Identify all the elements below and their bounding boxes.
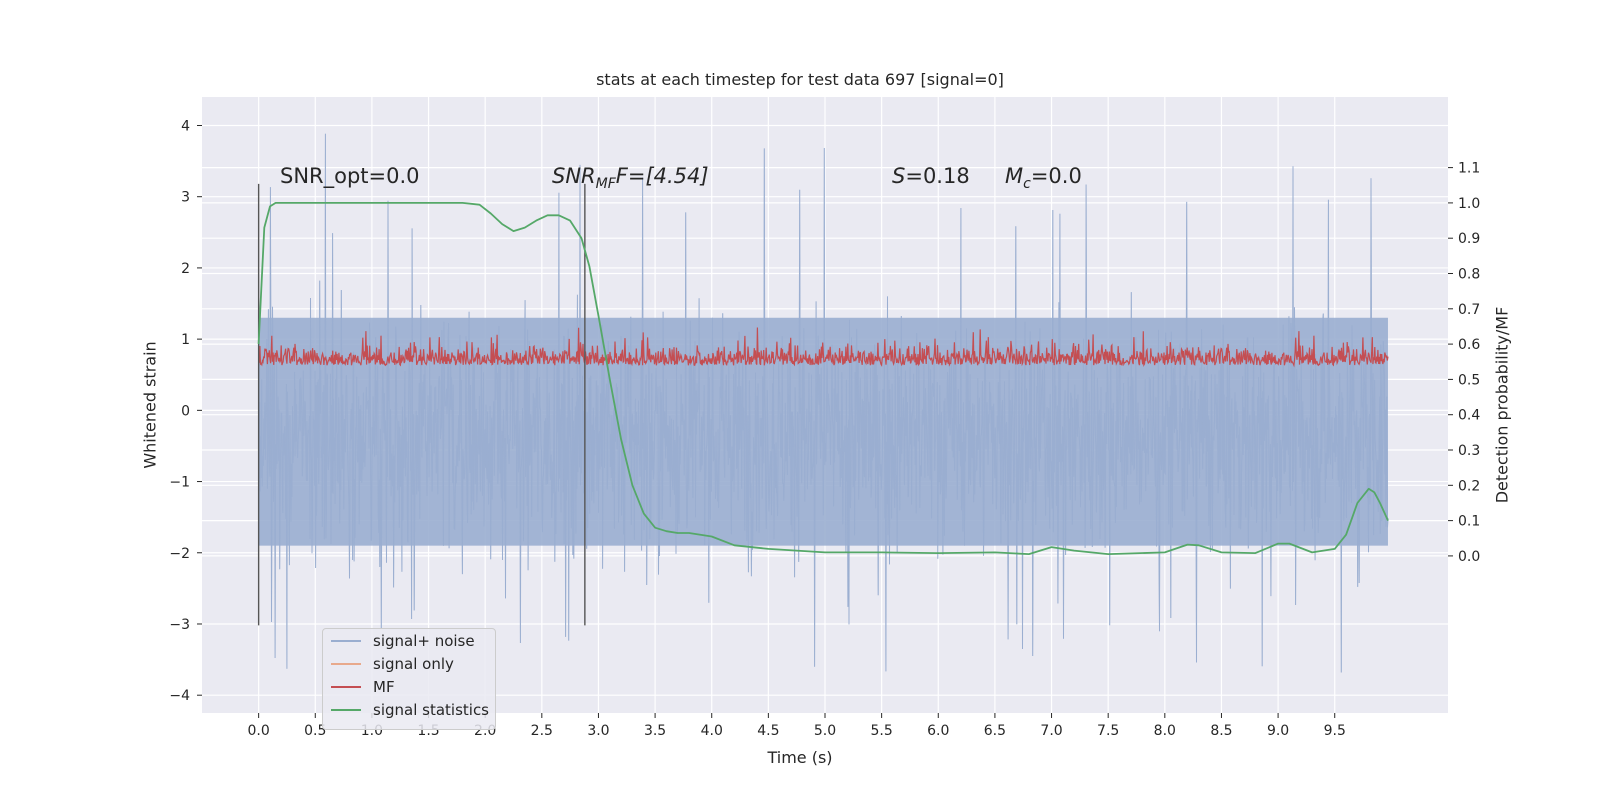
annotation-snr-opt: SNR_opt=0.0 bbox=[280, 164, 420, 188]
legend-swatch-signal-only bbox=[331, 663, 361, 665]
legend-swatch-signal-noise bbox=[331, 640, 361, 642]
signal-noise-line-overlay bbox=[258, 133, 1389, 673]
x-tick-label: 5.5 bbox=[871, 723, 893, 739]
y-tick-label: −4 bbox=[169, 688, 190, 704]
x-tick-label: 3.0 bbox=[587, 723, 609, 739]
mf-line bbox=[258, 327, 1389, 368]
series-mf bbox=[258, 327, 1389, 368]
y-tick-label: −3 bbox=[169, 617, 190, 633]
y-right-tick-label: 1.0 bbox=[1458, 196, 1480, 212]
annotation-snr-opt-text: SNR_opt=0.0 bbox=[280, 164, 420, 188]
annotation-mc-symbol: M bbox=[1005, 164, 1024, 188]
x-tick-label: 4.0 bbox=[701, 723, 723, 739]
series-signal-statistics bbox=[257, 202, 1389, 555]
annotation-mc: Mc=0.0 bbox=[1005, 164, 1082, 192]
x-tick-label: 3.5 bbox=[644, 723, 666, 739]
chart-title: stats at each timestep for test data 697… bbox=[596, 70, 1004, 89]
x-tick-label: 7.5 bbox=[1097, 723, 1119, 739]
y-right-tick-label: 0.5 bbox=[1458, 372, 1480, 388]
legend-label-signal-noise: signal+ noise bbox=[373, 632, 475, 650]
legend-label-signal-only: signal only bbox=[373, 655, 454, 673]
x-tick-label: 8.5 bbox=[1210, 723, 1232, 739]
legend-item-signal-statistics: signal statistics bbox=[331, 700, 489, 720]
x-tick-label: 6.5 bbox=[984, 723, 1006, 739]
annotation-s-value: =0.18 bbox=[905, 164, 970, 188]
x-tick-label: 5.0 bbox=[814, 723, 836, 739]
legend: signal+ noise signal only MF signal stat… bbox=[322, 628, 496, 730]
y-right-tick-label: 1.1 bbox=[1458, 161, 1480, 177]
x-tick-label: 9.0 bbox=[1267, 723, 1289, 739]
legend-swatch-signal-statistics bbox=[331, 709, 361, 711]
vertical-markers bbox=[257, 183, 586, 626]
legend-item-mf: MF bbox=[331, 677, 395, 697]
annotation-snr-mf-symbol: SNR bbox=[552, 164, 596, 188]
y-tick-label: 1 bbox=[181, 332, 190, 348]
y-axis-label-right: Detection probability/MF bbox=[1492, 306, 1512, 504]
x-tick-label: 4.5 bbox=[757, 723, 779, 739]
annotation-snr-mf: SNRMFF=[4.54] bbox=[552, 164, 709, 192]
y-tick-label: 3 bbox=[181, 190, 190, 206]
legend-label-mf: MF bbox=[373, 678, 395, 696]
y-right-tick-label: 0.6 bbox=[1458, 337, 1480, 353]
y-right-tick-label: 0.7 bbox=[1458, 302, 1480, 318]
y-right-tick-label: 0.2 bbox=[1458, 478, 1480, 494]
annotation-s-symbol: S bbox=[892, 164, 906, 188]
x-tick-label: 0.0 bbox=[248, 723, 270, 739]
x-tick-label: 2.5 bbox=[531, 723, 553, 739]
y-right-tick-label: 0.3 bbox=[1458, 443, 1480, 459]
y-right-tick-label: 0.4 bbox=[1458, 408, 1480, 424]
x-tick-label: 6.0 bbox=[927, 723, 949, 739]
y-right-tick-label: 0.8 bbox=[1458, 267, 1480, 283]
y-tick-label: 2 bbox=[181, 261, 190, 277]
x-tick-label: 9.5 bbox=[1324, 723, 1346, 739]
y-tick-label: −1 bbox=[169, 475, 190, 491]
x-tick-label: 8.0 bbox=[1154, 723, 1176, 739]
legend-item-signal-only: signal only bbox=[331, 654, 454, 674]
y-right-tick-label: 0.1 bbox=[1458, 514, 1480, 530]
annotation-s: S=0.18 bbox=[892, 164, 970, 188]
y-axis-label-left: Whitened strain bbox=[140, 341, 160, 469]
annotation-mc-value: =0.0 bbox=[1030, 164, 1082, 188]
x-tick-label: 7.0 bbox=[1040, 723, 1062, 739]
x-axis-label: Time (s) bbox=[767, 748, 833, 767]
y-tick-label: 4 bbox=[181, 118, 190, 134]
annotation-snr-mf-subscript: MF bbox=[595, 176, 616, 193]
annotation-snr-mf-value: F=[4.54] bbox=[615, 164, 709, 188]
annotation-mc-subscript: c bbox=[1023, 176, 1031, 193]
y-tick-label: 0 bbox=[181, 403, 190, 419]
legend-swatch-mf bbox=[331, 686, 361, 688]
legend-item-signal-noise: signal+ noise bbox=[331, 631, 475, 651]
y-right-tick-label: 0.9 bbox=[1458, 231, 1480, 247]
y-tick-label: −2 bbox=[169, 546, 190, 562]
x-tick-label: 0.5 bbox=[304, 723, 326, 739]
legend-label-signal-statistics: signal statistics bbox=[373, 701, 490, 719]
signal-statistics-line bbox=[257, 202, 1389, 555]
y-right-tick-label: 0.0 bbox=[1458, 549, 1480, 565]
